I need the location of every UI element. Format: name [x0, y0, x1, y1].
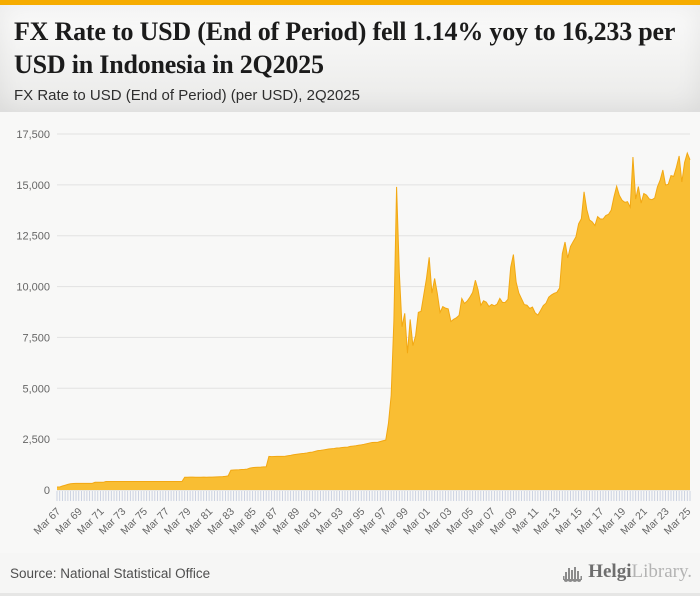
- svg-text:15,000: 15,000: [16, 180, 50, 192]
- helgi-logo-icon: [563, 567, 583, 582]
- y-axis-labels: 0 2,500 5,000 7,500 10,000 12,500 15,000 17,500: [16, 129, 50, 497]
- area-series: [57, 153, 690, 490]
- svg-text:12,500: 12,500: [16, 231, 50, 243]
- svg-text:2,500: 2,500: [22, 434, 50, 446]
- svg-text:5,000: 5,000: [22, 383, 50, 395]
- chart-header: FX Rate to USD (End of Period) fell 1.14…: [0, 5, 700, 112]
- chart-footer: Source: National Statistical Office Helg…: [0, 553, 700, 596]
- svg-text:10,000: 10,000: [16, 282, 50, 294]
- svg-text:17,500: 17,500: [16, 129, 50, 141]
- source-note: Source: National Statistical Office: [10, 566, 211, 581]
- page-title: FX Rate to USD (End of Period) fell 1.14…: [14, 17, 675, 79]
- logo-text-helgi: Helgi: [588, 561, 632, 582]
- svg-text:7,500: 7,500: [22, 332, 50, 344]
- x-axis-ticks: [56, 491, 691, 501]
- chart-subtitle: FX Rate to USD (End of Period) (per USD)…: [14, 87, 360, 104]
- top-accent-bar: [0, 0, 700, 5]
- fx-rate-area-chart: 0 2,500 5,000 7,500 10,000 12,500 15,000 17,500…: [16, 129, 694, 538]
- chart-area: 0 2,500 5,000 7,500 10,000 12,500 15,000 17,500…: [0, 112, 700, 553]
- area-series-outline: [57, 151, 691, 488]
- helgi-library-logo: HelgiLibrary.: [562, 560, 692, 584]
- logo-text: HelgiLibrary.: [588, 561, 692, 583]
- svg-text:0: 0: [44, 485, 50, 497]
- logo-text-library: Library.: [631, 561, 693, 582]
